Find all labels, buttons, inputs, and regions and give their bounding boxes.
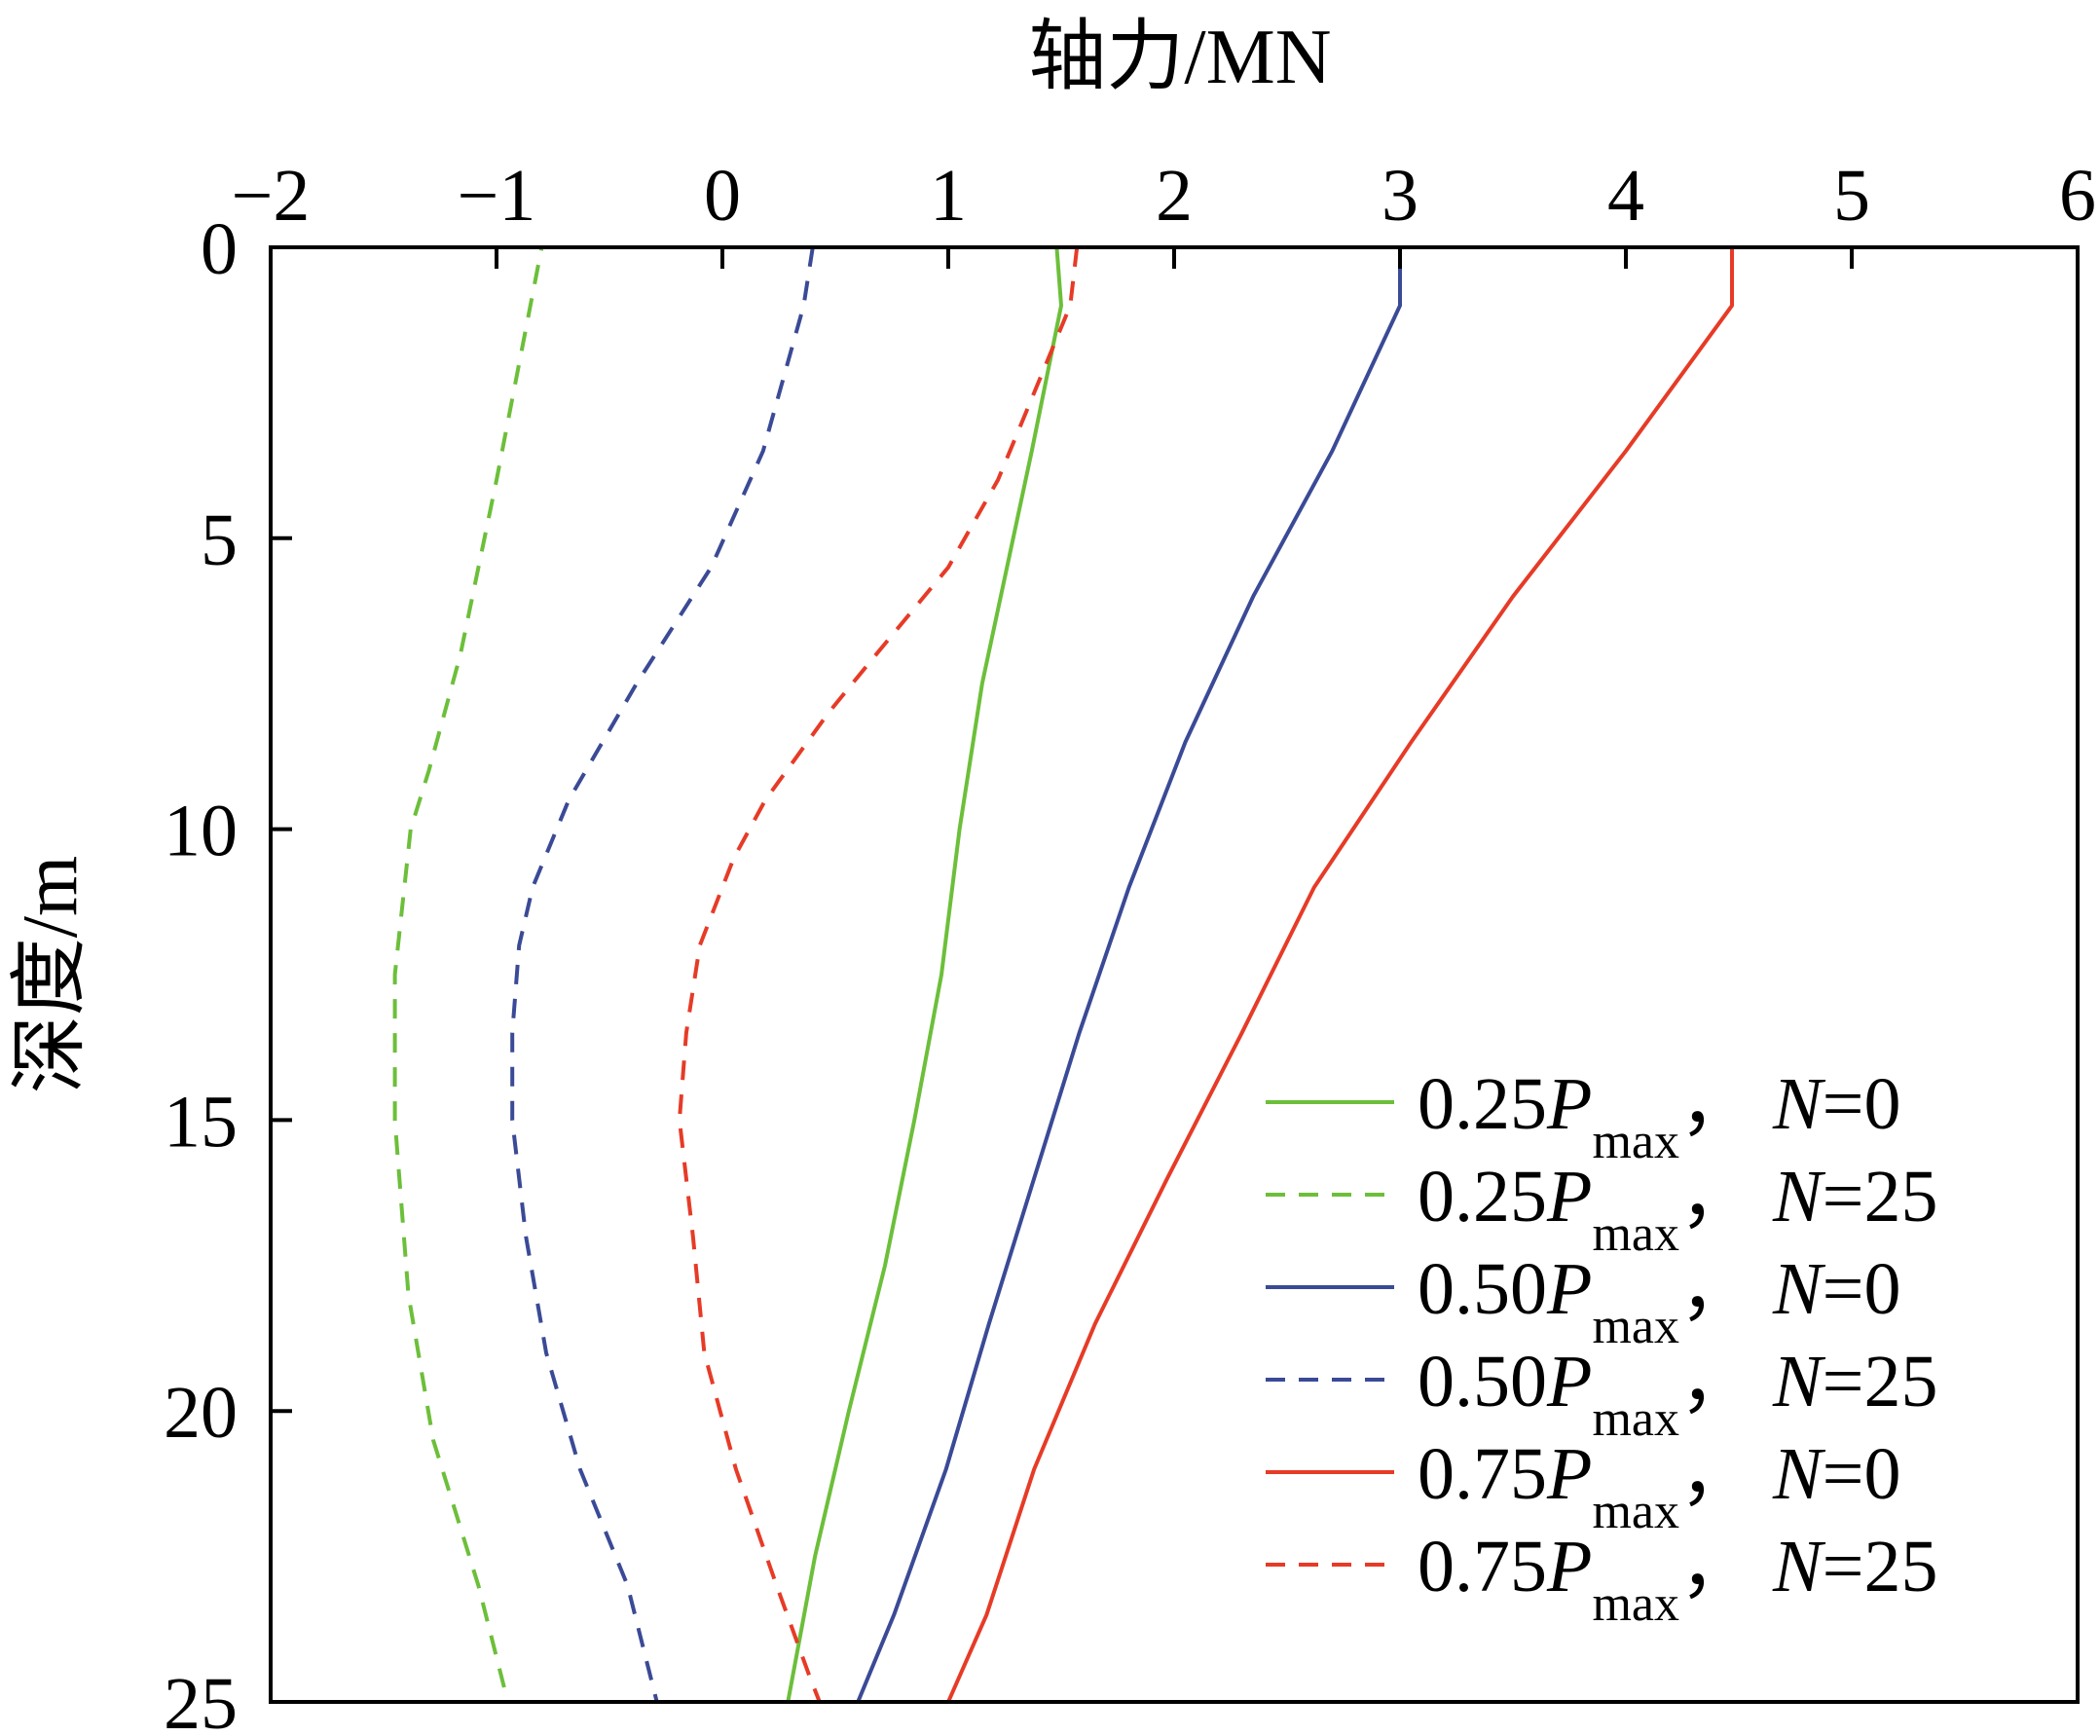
x-tick-label: 1 [930,155,967,237]
series-line-1 [786,246,1063,1703]
series-line-6 [677,246,1080,1703]
legend-label-part: =25 [1823,1156,1938,1237]
y-axis-ticks: 0 5 10 15 20 25 [164,208,292,1736]
legend-label-part: N [1772,1341,1826,1422]
legend-label-part: 0.75 [1418,1433,1547,1515]
legend-label-part: P [1546,1063,1592,1145]
legend-label-part: max [1592,1299,1679,1354]
legend-label-part: ， [1679,1156,1753,1237]
legend-label-part: P [1546,1156,1592,1237]
legend-label-part: =25 [1823,1526,1938,1607]
legend-label-part: 0.75 [1418,1526,1547,1607]
legend-label-1: 0.25Pmax， N=0 [1418,1063,1901,1169]
x-tick-label: −2 [232,155,311,237]
y-axis-title: 深度/m [8,856,93,1093]
x-tick-label: 4 [1607,155,1644,237]
legend-label-part: ， [1679,1526,1753,1607]
legend-label-3: 0.50Pmax， N=0 [1418,1248,1901,1354]
x-tick-label: 5 [1833,155,1870,237]
legend-label-part: max [1592,1576,1679,1632]
legend-label-part: ， [1679,1248,1753,1330]
legend-label-part: =0 [1823,1063,1901,1145]
legend-label-part: 0.50 [1418,1248,1547,1330]
legend-label-part: N [1772,1433,1826,1515]
series-line-5 [946,247,1734,1703]
legend-label-part: P [1546,1341,1592,1422]
legend-label-part: P [1546,1526,1592,1607]
legend-label-part: max [1592,1114,1679,1169]
x-axis-title: 轴力/MN [1028,15,1331,100]
legend-label-part: ， [1679,1433,1753,1515]
legend-label-part: 0.25 [1418,1156,1547,1237]
legend-label-part: max [1592,1391,1679,1447]
legend-label-part: 0.25 [1418,1063,1547,1145]
y-tick-label: 10 [164,791,238,872]
legend-label-4: 0.50Pmax， N=25 [1418,1341,1938,1447]
series-line-4 [510,246,815,1703]
legend-label-part: N [1772,1063,1826,1145]
x-axis-ticks: −2 −1 0 1 2 3 4 5 6 [232,155,2096,269]
legend-label-part: =25 [1823,1341,1938,1422]
x-tick-label: 3 [1382,155,1418,237]
legend-label-5: 0.75Pmax， N=0 [1418,1433,1901,1539]
legend-label-part: P [1546,1433,1592,1515]
legend: 0.25Pmax， N=00.25Pmax， N=250.50Pmax， N=00.5… [1266,1063,1938,1632]
x-tick-label: 6 [2059,155,2096,237]
y-tick-label: 15 [164,1081,238,1163]
legend-label-part: ， [1679,1341,1753,1422]
y-tick-label: 25 [164,1663,238,1736]
series-line-2 [392,245,899,1703]
legend-label-2: 0.25Pmax， N=25 [1418,1156,1938,1262]
legend-label-part: N [1772,1526,1826,1607]
series-line-3 [856,247,1402,1703]
legend-label-part: ， [1679,1063,1753,1145]
legend-label-part: N [1772,1156,1826,1237]
legend-label-6: 0.75Pmax， N=25 [1418,1526,1938,1632]
y-tick-label: 0 [201,208,238,290]
legend-label-part: P [1546,1248,1592,1330]
legend-label-part: =0 [1823,1248,1901,1330]
x-tick-label: 2 [1156,155,1193,237]
series-lines [392,245,1734,1703]
x-tick-label: 0 [704,155,741,237]
legend-label-part: 0.50 [1418,1341,1547,1422]
y-tick-label: 5 [201,499,238,581]
legend-label-part: N [1772,1248,1826,1330]
legend-label-part: =0 [1823,1433,1901,1515]
y-tick-label: 20 [164,1372,238,1454]
legend-label-part: max [1592,1484,1679,1539]
legend-label-part: max [1592,1206,1679,1262]
x-tick-label: −1 [458,155,536,237]
